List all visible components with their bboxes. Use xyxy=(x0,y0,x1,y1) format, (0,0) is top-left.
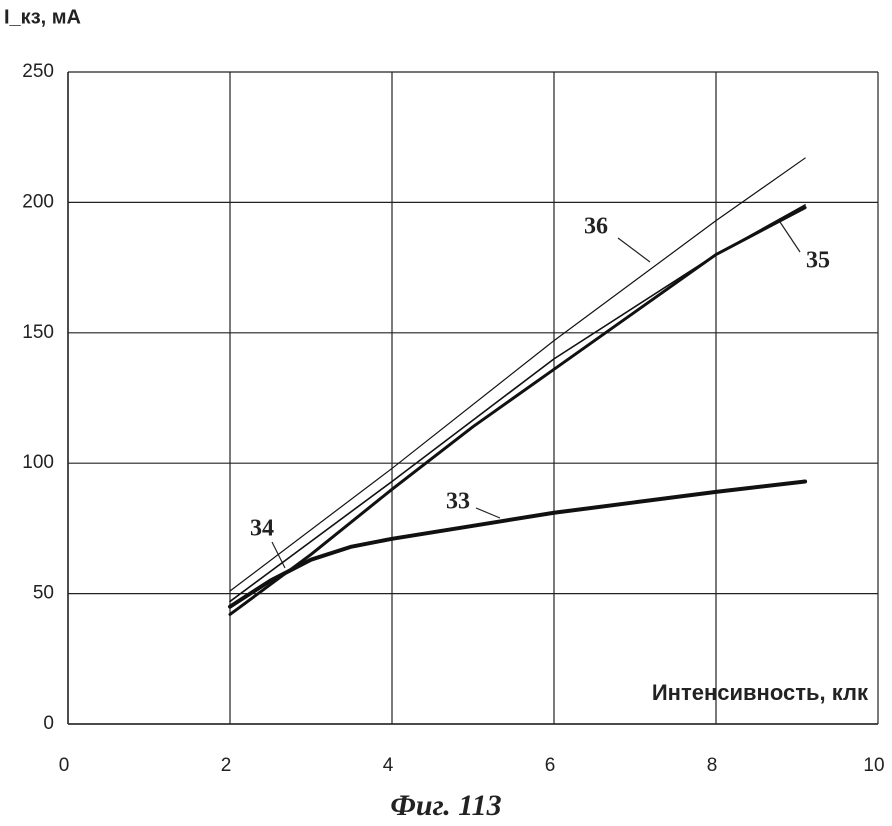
x-axis-label: Интенсивность, клк xyxy=(652,680,869,705)
x-tick-label: 4 xyxy=(383,755,394,776)
series-line xyxy=(230,481,805,606)
chart: I_кз, мА Интенсивность, клк Фиг. 113 0 50… xyxy=(0,0,892,826)
y-tick-label: 0 xyxy=(43,713,54,734)
series-line xyxy=(230,158,805,591)
x-tick-label: 6 xyxy=(545,755,556,776)
x-tick-label: 10 xyxy=(863,755,884,776)
series-line xyxy=(230,205,805,601)
caption: Фиг. 113 xyxy=(390,789,501,822)
leader-36 xyxy=(618,238,650,262)
y-tick-label: 100 xyxy=(22,452,54,473)
series-label: 34 xyxy=(250,516,274,542)
series-line xyxy=(230,208,805,615)
leader-35 xyxy=(780,222,800,252)
y-tick-label: 150 xyxy=(22,322,54,343)
x-tick-label: 2 xyxy=(221,755,232,776)
leader-33 xyxy=(476,508,500,518)
y-axis-label: I_кз, мА xyxy=(4,6,81,28)
x-tick-label: 0 xyxy=(59,755,70,776)
y-tick-label: 250 xyxy=(22,61,54,82)
y-tick-label: 200 xyxy=(22,191,54,212)
series-label: 33 xyxy=(446,489,470,515)
series-label: 35 xyxy=(806,248,830,274)
x-tick-label: 8 xyxy=(707,755,718,776)
series-label: 36 xyxy=(584,214,608,240)
y-tick-label: 50 xyxy=(33,583,54,604)
